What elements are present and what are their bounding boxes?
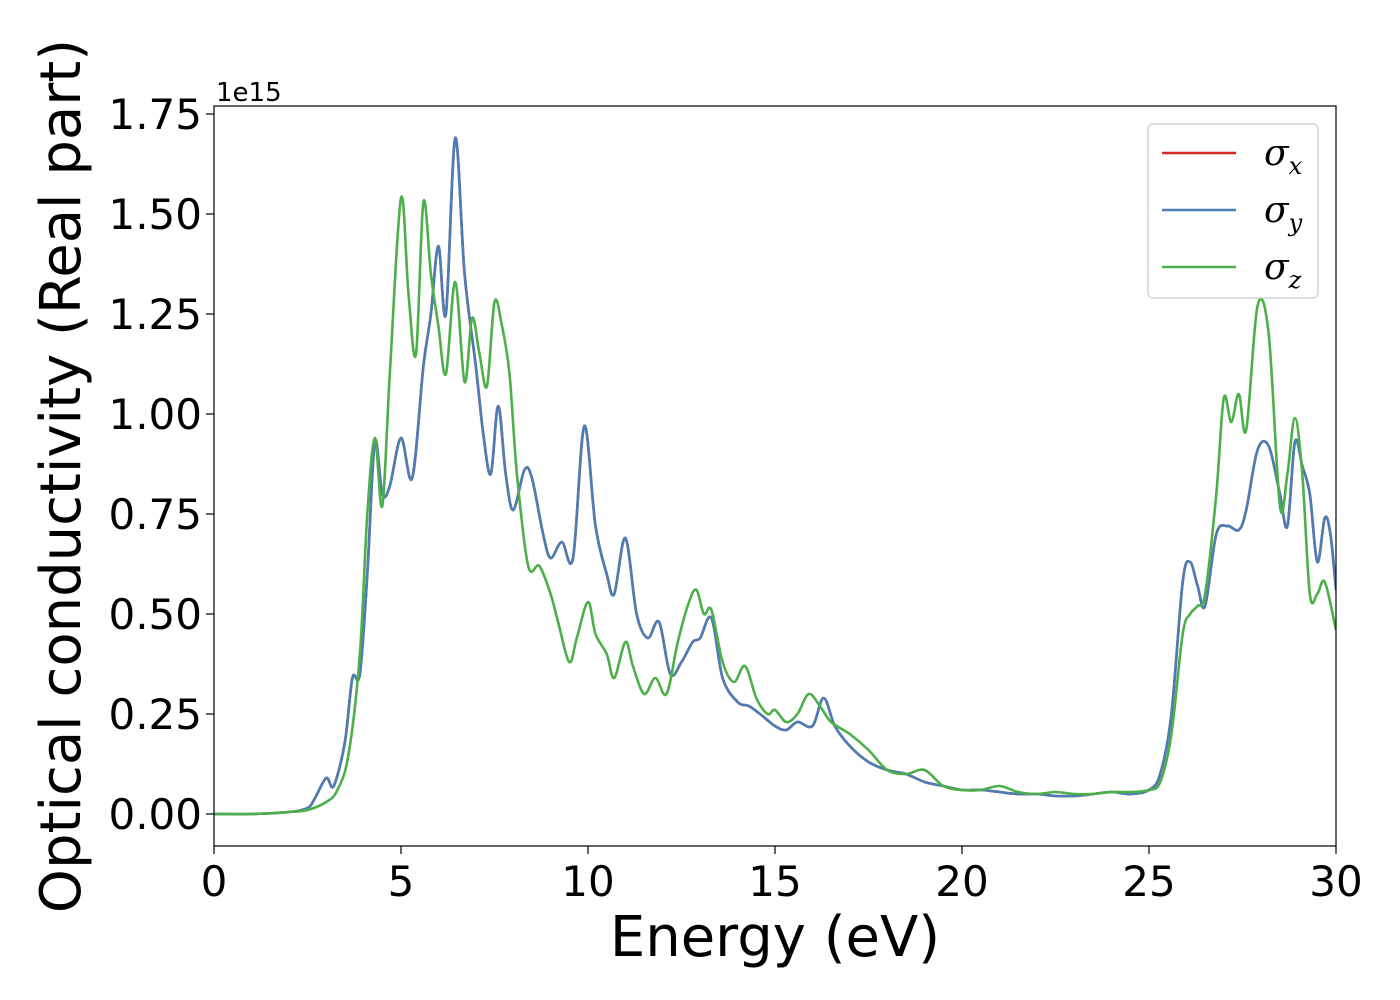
x-axis-title: Energy (eV) — [610, 905, 940, 970]
y-tick-label: 1.75 — [108, 90, 202, 139]
y-tick-label: 0.50 — [108, 590, 202, 639]
x-tick-label: 15 — [748, 857, 801, 906]
y-axis-offset-label: 1e15 — [216, 78, 282, 108]
x-tick-label: 10 — [561, 857, 614, 906]
y-tick-label: 0.25 — [108, 690, 202, 739]
x-axis: 0 5 10 15 20 25 30 — [201, 846, 1363, 906]
x-tick-label: 25 — [1122, 857, 1175, 906]
y-tick-label: 1.25 — [108, 290, 202, 339]
series-line-sigma-z — [214, 195, 1336, 816]
x-tick-label: 5 — [388, 857, 415, 906]
x-tick-label: 0 — [201, 857, 228, 906]
x-tick-label: 20 — [935, 857, 988, 906]
y-tick-label: 1.50 — [108, 190, 202, 239]
x-tick-label: 30 — [1309, 857, 1362, 906]
y-tick-label: 0.00 — [108, 790, 202, 839]
y-axis: 0.00 0.25 0.50 0.75 1.00 1.25 1.50 1.75 — [108, 90, 214, 839]
series-line-sigma-y — [214, 136, 1336, 816]
y-tick-label: 1.00 — [108, 390, 202, 439]
plot-lines — [214, 136, 1336, 816]
y-tick-label: 0.75 — [108, 490, 202, 539]
y-axis-title: Optical conductivity (Real part) — [29, 39, 94, 913]
